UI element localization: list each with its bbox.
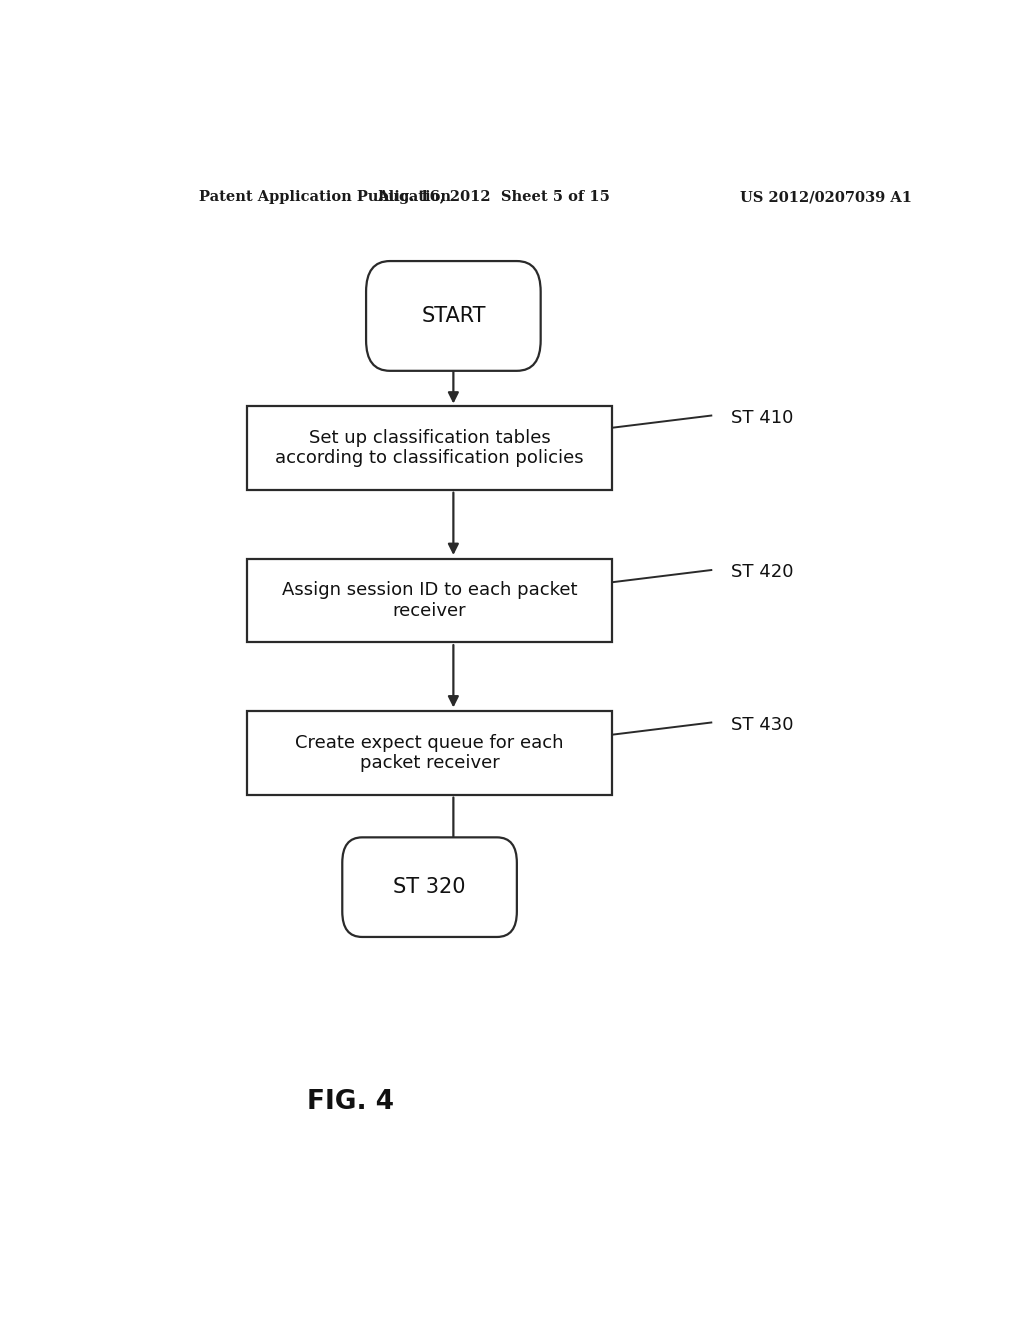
FancyBboxPatch shape [247, 711, 612, 795]
Text: ST 320: ST 320 [393, 878, 466, 898]
FancyBboxPatch shape [366, 261, 541, 371]
Text: FIG. 4: FIG. 4 [307, 1089, 393, 1114]
Text: ST 410: ST 410 [731, 409, 794, 426]
Text: START: START [421, 306, 485, 326]
Text: Aug. 16, 2012  Sheet 5 of 15: Aug. 16, 2012 Sheet 5 of 15 [377, 190, 609, 205]
Text: ST 420: ST 420 [731, 564, 794, 581]
Text: Create expect queue for each
packet receiver: Create expect queue for each packet rece… [295, 734, 564, 772]
Text: ST 430: ST 430 [731, 715, 794, 734]
Text: Set up classification tables
according to classification policies: Set up classification tables according t… [275, 429, 584, 467]
FancyBboxPatch shape [247, 407, 612, 490]
FancyBboxPatch shape [342, 837, 517, 937]
Text: Patent Application Publication: Patent Application Publication [200, 190, 452, 205]
Text: US 2012/0207039 A1: US 2012/0207039 A1 [740, 190, 912, 205]
FancyBboxPatch shape [247, 558, 612, 643]
Text: Assign session ID to each packet
receiver: Assign session ID to each packet receive… [282, 581, 578, 620]
